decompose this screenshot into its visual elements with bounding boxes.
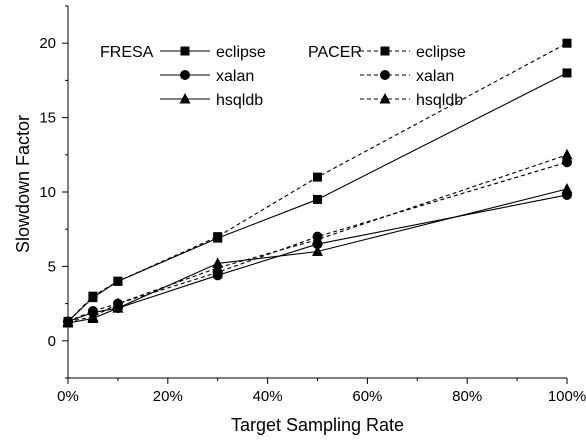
- legend-group-pacer: PACER: [308, 44, 362, 61]
- y-axis-title: Slowdown Factor: [13, 115, 33, 253]
- series-pacer-hsqldb: [62, 148, 573, 326]
- legend-entry-fresa-hsqldb: hsqldb: [160, 92, 263, 109]
- legend-marker-triangle: [379, 93, 391, 104]
- legend-entry-fresa-eclipse: eclipse: [160, 44, 266, 61]
- data-point-triangle: [312, 233, 323, 245]
- legend-entry-pacer-eclipse: eclipse: [360, 44, 466, 61]
- series-line: [67, 154, 568, 322]
- legend-label: xalan: [216, 68, 254, 85]
- x-tick-label: 100%: [548, 388, 586, 405]
- data-point-square: [213, 232, 223, 242]
- series-line: [67, 194, 568, 322]
- data-point-triangle: [212, 261, 224, 273]
- x-tick-label: 60%: [352, 388, 382, 405]
- y-ticks: 0 5 10 15 20: [39, 5, 68, 379]
- y-tick-label: 15: [39, 110, 56, 127]
- x-axis-title: Target Sampling Rate: [231, 415, 404, 435]
- y-tick-label: 0: [48, 333, 56, 350]
- data-point-triangle: [312, 245, 323, 257]
- series-pacer-eclipse: [63, 38, 572, 326]
- y-tick-label: 20: [39, 35, 56, 52]
- legend-marker-circle: [380, 70, 390, 80]
- legend-label: hsqldb: [216, 92, 263, 109]
- x-ticks: 0% 20% 40% 60% 80% 100%: [57, 378, 586, 405]
- data-point-triangle: [561, 183, 573, 194]
- legend-label: xalan: [416, 68, 454, 85]
- data-point-triangle: [561, 148, 573, 160]
- data-point-square: [313, 172, 322, 182]
- axes: [67, 6, 567, 379]
- legend-label: eclipse: [416, 44, 466, 61]
- legend-group-fresa: FRESA: [100, 44, 154, 61]
- legend-entries: eclipse xalan hsqldb eclipse xalan hsqldb: [160, 44, 466, 109]
- data-point-square: [88, 291, 98, 301]
- series-fresa-eclipse: [63, 68, 572, 326]
- x-tick-label: 80%: [452, 388, 482, 405]
- data-point-square: [562, 68, 572, 78]
- data-point-triangle: [112, 297, 124, 309]
- legend-marker-circle: [180, 70, 190, 80]
- series-line: [67, 42, 568, 322]
- legend-entry-fresa-xalan: xalan: [160, 68, 254, 85]
- data-point-square: [562, 38, 572, 48]
- data-point-square: [313, 194, 322, 204]
- legend-marker-square: [180, 46, 190, 56]
- data-point-triangle: [62, 315, 74, 326]
- series-fresa-xalan: [63, 189, 572, 327]
- data-point-circle: [562, 157, 572, 168]
- legend: FRESA PACER eclipse xalan hsqldb eclipse xal…: [100, 44, 466, 109]
- legend-entry-pacer-xalan: xalan: [360, 68, 454, 85]
- series-layer: [62, 38, 573, 328]
- legend-label: eclipse: [216, 44, 266, 61]
- y-tick-label: 10: [39, 184, 56, 201]
- series-fresa-hsqldb: [62, 183, 573, 328]
- y-tick-label: 5: [48, 258, 56, 275]
- data-point-triangle: [87, 310, 99, 322]
- legend-entry-pacer-hsqldb: hsqldb: [360, 92, 463, 109]
- legend-marker-square: [380, 46, 390, 56]
- x-tick-label: 0%: [57, 388, 79, 405]
- x-tick-label: 40%: [253, 388, 283, 405]
- x-tick-label: 20%: [153, 388, 183, 405]
- data-point-square: [113, 276, 123, 286]
- legend-marker-triangle: [179, 93, 191, 104]
- legend-label: hsqldb: [416, 92, 463, 109]
